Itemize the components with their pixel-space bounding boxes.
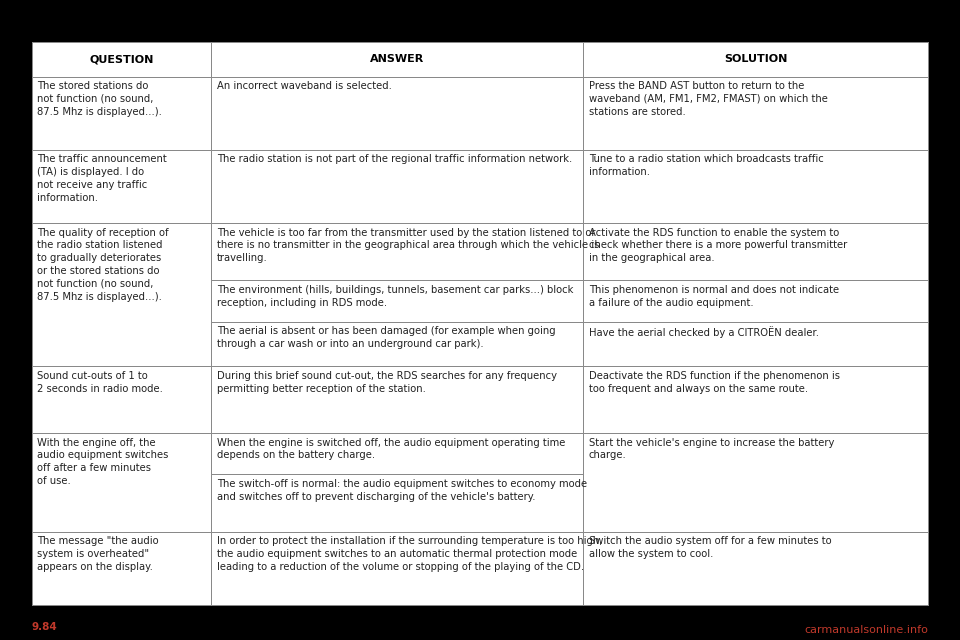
Bar (211, 77, 583, 150)
Text: When the engine is switched off, the audio equipment operating time
depends on t: When the engine is switched off, the aud… (217, 438, 565, 460)
Text: The quality of reception of
the radio station listened
to gradually deteriorates: The quality of reception of the radio st… (37, 227, 169, 301)
Text: ANSWER: ANSWER (370, 54, 424, 64)
Text: SOLUTION: SOLUTION (724, 54, 787, 64)
Bar (32, 532, 211, 605)
Text: The message "the audio
system is overheated"
appears on the display.: The message "the audio system is overhea… (37, 536, 159, 572)
Text: Sound cut-outs of 1 to
2 seconds in radio mode.: Sound cut-outs of 1 to 2 seconds in radi… (37, 371, 163, 394)
Bar (583, 366, 928, 433)
Bar (211, 433, 583, 474)
Text: QUESTION: QUESTION (89, 54, 154, 64)
Text: In order to protect the installation if the surrounding temperature is too high,: In order to protect the installation if … (217, 536, 602, 572)
Text: Have the aerial checked by a CITROËN dealer.: Have the aerial checked by a CITROËN dea… (588, 326, 819, 338)
Text: Activate the RDS function to enable the system to
check whether there is a more : Activate the RDS function to enable the … (588, 227, 847, 263)
Bar (583, 532, 928, 605)
Bar (32, 42, 211, 77)
Bar (211, 532, 583, 605)
Text: With the engine off, the
audio equipment switches
off after a few minutes
of use: With the engine off, the audio equipment… (37, 438, 169, 486)
Text: The switch-off is normal: the audio equipment switches to economy mode
and switc: The switch-off is normal: the audio equi… (217, 479, 587, 502)
Text: Deactivate the RDS function if the phenomenon is
too frequent and always on the : Deactivate the RDS function if the pheno… (588, 371, 840, 394)
Bar (211, 322, 583, 366)
Bar (583, 433, 928, 532)
Bar (32, 223, 211, 366)
Text: Start the vehicle's engine to increase the battery
charge.: Start the vehicle's engine to increase t… (588, 438, 834, 460)
Bar (583, 223, 928, 280)
Text: Switch the audio system off for a few minutes to
allow the system to cool.: Switch the audio system off for a few mi… (588, 536, 831, 559)
Text: The vehicle is too far from the transmitter used by the station listened to or
t: The vehicle is too far from the transmit… (217, 227, 599, 263)
Text: An incorrect waveband is selected.: An incorrect waveband is selected. (217, 81, 392, 91)
Text: This phenomenon is normal and does not indicate
a failure of the audio equipment: This phenomenon is normal and does not i… (588, 285, 839, 308)
Bar (211, 280, 583, 322)
Bar (211, 474, 583, 532)
Bar (32, 42, 928, 605)
Text: 9.84: 9.84 (32, 622, 58, 632)
Text: The traffic announcement
(TA) is displayed. I do
not receive any traffic
informa: The traffic announcement (TA) is display… (37, 154, 167, 203)
Bar (583, 322, 928, 366)
Bar (583, 77, 928, 150)
Bar (583, 280, 928, 322)
Bar (32, 150, 211, 223)
Text: The stored stations do
not function (no sound,
87.5 Mhz is displayed...).: The stored stations do not function (no … (37, 81, 162, 116)
Bar (32, 366, 211, 433)
Bar (32, 77, 211, 150)
Text: carmanualsonline.info: carmanualsonline.info (804, 625, 928, 635)
Bar (211, 150, 583, 223)
Text: The aerial is absent or has been damaged (for example when going
through a car w: The aerial is absent or has been damaged… (217, 326, 556, 349)
Bar (583, 150, 928, 223)
Text: Press the BAND AST button to return to the
waveband (AM, FM1, FM2, FMAST) on whi: Press the BAND AST button to return to t… (588, 81, 828, 116)
Bar (211, 223, 583, 280)
Bar (211, 366, 583, 433)
Bar (211, 42, 583, 77)
Text: During this brief sound cut-out, the RDS searches for any frequency
permitting b: During this brief sound cut-out, the RDS… (217, 371, 557, 394)
Text: The radio station is not part of the regional traffic information network.: The radio station is not part of the reg… (217, 154, 572, 164)
Text: Tune to a radio station which broadcasts traffic
information.: Tune to a radio station which broadcasts… (588, 154, 824, 177)
Text: The environment (hills, buildings, tunnels, basement car parks...) block
recepti: The environment (hills, buildings, tunne… (217, 285, 573, 308)
Bar (583, 42, 928, 77)
Bar (32, 433, 211, 532)
